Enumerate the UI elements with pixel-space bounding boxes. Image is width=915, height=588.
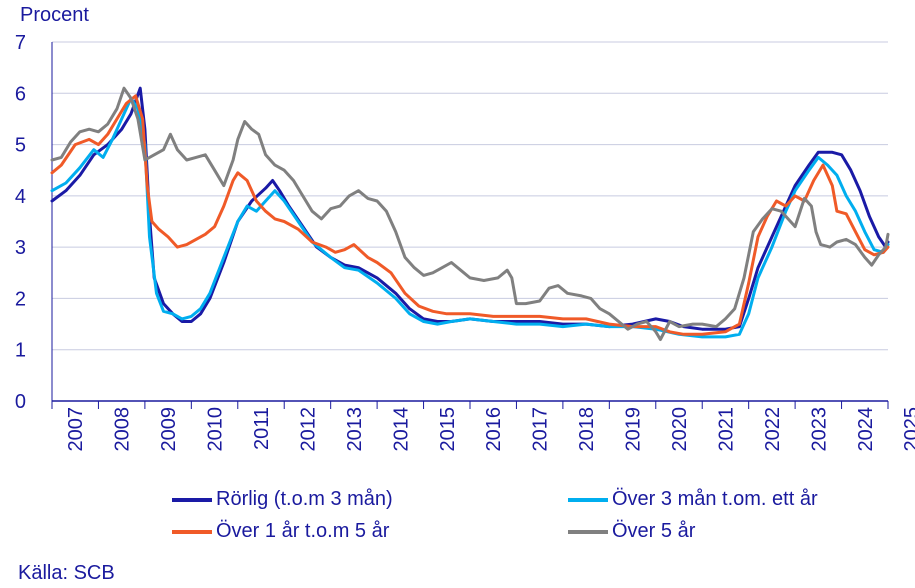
- x-tick-2024: 2024: [855, 407, 877, 452]
- y-tick-2: 2: [15, 288, 26, 310]
- x-tick-2015: 2015: [437, 407, 459, 452]
- x-tick-2017: 2017: [530, 407, 552, 452]
- x-tick-2021: 2021: [715, 407, 737, 452]
- legend-label-over-5-ar: Över 5 år: [612, 520, 696, 542]
- y-tick-3: 3: [15, 237, 26, 259]
- x-tick-2019: 2019: [623, 407, 645, 452]
- x-tick-2012: 2012: [297, 407, 319, 452]
- y-tick-1: 1: [15, 340, 26, 362]
- series-line-2: [50, 94, 890, 336]
- x-tick-2022: 2022: [762, 407, 784, 452]
- x-tick-2013: 2013: [344, 407, 366, 452]
- legend-item-rorlig: Rörlig (t.o.m 3 mån): [172, 488, 393, 511]
- y-tick-6: 6: [15, 83, 26, 105]
- legend-item-over-3-man: Över 3 mån t.om. ett år: [568, 488, 818, 511]
- x-tick-2018: 2018: [576, 407, 598, 452]
- legend-item-over-5-ar: Över 5 år: [568, 520, 695, 543]
- x-tick-2020: 2020: [669, 407, 691, 452]
- x-tick-2008: 2008: [112, 407, 134, 452]
- x-tick-labels: 2007 2008 2009 2010 2011 2012 2013 2014 2015 2016…: [65, 407, 915, 452]
- legend-label-over-1-ar: Över 1 år t.o.m 5 år: [216, 520, 390, 542]
- x-tick-2023: 2023: [808, 407, 830, 452]
- legend-swatch-over-3-man: [568, 497, 608, 502]
- series-line-0: [50, 86, 890, 331]
- x-tick-2007: 2007: [65, 407, 87, 452]
- grid-lines: [52, 41, 888, 351]
- x-tick-2009: 2009: [158, 407, 180, 452]
- x-tick-2016: 2016: [483, 407, 505, 452]
- y-tick-5: 5: [15, 135, 26, 157]
- y-tick-4: 4: [15, 186, 26, 208]
- y-tick-labels: 0 1 2 3 4 5 6 7: [15, 32, 26, 413]
- axes: [51, 42, 889, 409]
- y-axis-label: Procent: [20, 4, 89, 26]
- legend-swatch-over-1-ar: [172, 529, 212, 534]
- x-tick-2025: 2025: [901, 407, 915, 452]
- x-tick-2011: 2011: [251, 407, 273, 450]
- x-tick-2010: 2010: [205, 407, 227, 452]
- legend-swatch-over-5-ar: [568, 529, 608, 534]
- source-note: Källa: SCB: [18, 562, 115, 584]
- legend-label-rorlig: Rörlig (t.o.m 3 mån): [216, 488, 393, 510]
- legend-swatch-rorlig: [172, 497, 212, 502]
- series-lines: [50, 86, 890, 341]
- legend-item-over-1-ar: Över 1 år t.o.m 5 år: [172, 520, 389, 543]
- x-tick-2014: 2014: [390, 407, 412, 452]
- legend-label-over-3-man: Över 3 mån t.om. ett år: [612, 488, 818, 510]
- y-tick-7: 7: [15, 32, 26, 54]
- y-tick-0: 0: [15, 391, 26, 413]
- series-line-3: [50, 86, 890, 341]
